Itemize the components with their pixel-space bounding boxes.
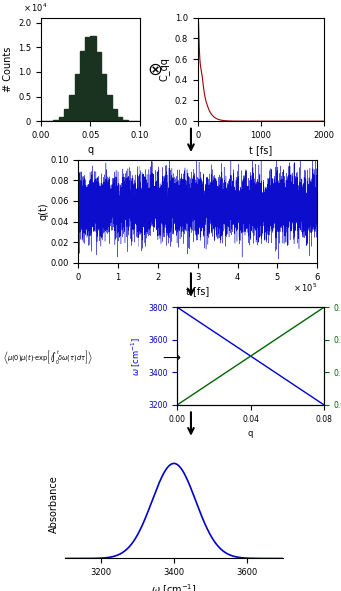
- Bar: [80, 51, 85, 121]
- Bar: [90, 36, 96, 121]
- Bar: [69, 95, 75, 121]
- X-axis label: t [fs]: t [fs]: [249, 145, 272, 155]
- Bar: [85, 37, 90, 121]
- Y-axis label: q(t): q(t): [39, 203, 49, 220]
- Text: t [fs]: t [fs]: [186, 285, 209, 296]
- Y-axis label: Absorbance: Absorbance: [49, 475, 59, 532]
- Y-axis label: C_qq: C_qq: [158, 57, 169, 82]
- X-axis label: $\omega$ [cm$^{-1}$]: $\omega$ [cm$^{-1}$]: [151, 583, 197, 591]
- Text: $\left\langle\mu(0)\mu(t){\cdot}\exp\!\left[i\!\int_0^t\!\delta\omega(\tau)d\tau: $\left\langle\mu(0)\mu(t){\cdot}\exp\!\l…: [3, 349, 93, 366]
- Y-axis label: # Counts: # Counts: [2, 47, 13, 92]
- Bar: [106, 95, 112, 121]
- Bar: [53, 120, 59, 121]
- Bar: [59, 116, 64, 121]
- Text: $\longrightarrow$: $\longrightarrow$: [160, 351, 181, 364]
- Y-axis label: $\omega$ [cm$^{-1}$]: $\omega$ [cm$^{-1}$]: [129, 336, 143, 376]
- Bar: [101, 74, 106, 121]
- Text: $\times\,10^4$: $\times\,10^4$: [23, 1, 48, 14]
- X-axis label: q: q: [248, 429, 253, 438]
- Bar: [112, 109, 117, 121]
- Bar: [75, 74, 80, 121]
- Bar: [117, 117, 122, 121]
- Bar: [96, 52, 101, 121]
- Text: ⊗: ⊗: [148, 61, 163, 79]
- Bar: [64, 109, 69, 121]
- X-axis label: q: q: [87, 145, 93, 155]
- Text: $\times\,10^5$: $\times\,10^5$: [293, 281, 317, 294]
- Bar: [122, 120, 128, 121]
